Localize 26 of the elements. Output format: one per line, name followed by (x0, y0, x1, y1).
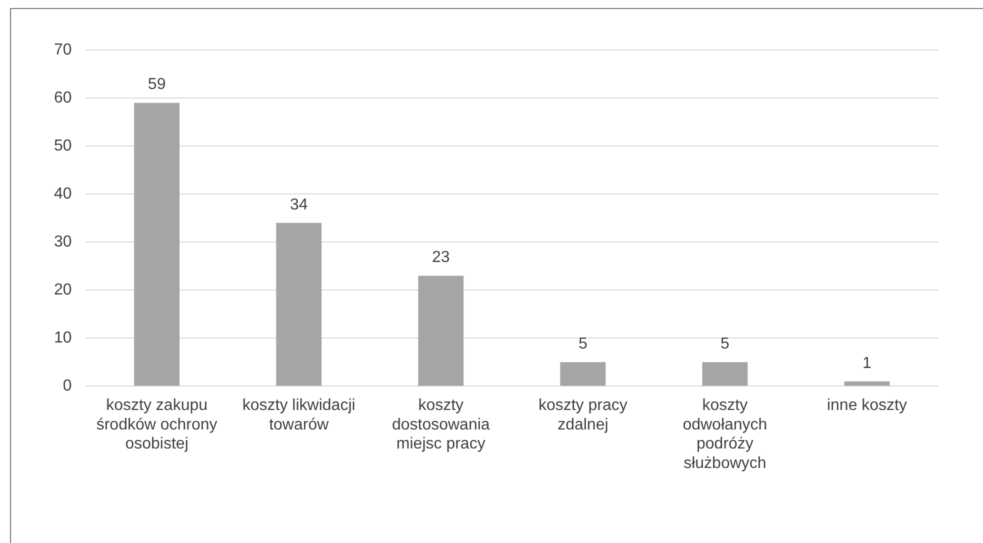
y-tick-label: 20 (54, 282, 72, 299)
data-label: 5 (578, 336, 588, 353)
x-tick-label: koszty likwidacji towarów (242, 397, 356, 434)
y-tick-label: 40 (54, 185, 72, 202)
data-label: 23 (432, 249, 450, 266)
x-tick-label: koszty zakupu środków ochrony osobistej (96, 397, 218, 453)
x-tick-label: koszty pracy zdalnej (538, 397, 628, 434)
y-tick-label: 50 (54, 137, 72, 154)
x-tick-label: koszty odwołanych podróży służbowych (682, 397, 768, 472)
bar (844, 381, 890, 386)
x-tick-label: inne koszty (826, 397, 908, 414)
bar (134, 102, 180, 386)
bar (702, 362, 748, 386)
y-tick-label: 60 (54, 89, 72, 106)
bar (560, 362, 606, 386)
y-tick-label: 10 (54, 330, 72, 347)
data-label: 34 (290, 196, 308, 214)
y-tick-label: 0 (62, 378, 72, 395)
data-label: 5 (720, 336, 730, 353)
bar (276, 222, 322, 386)
bar (418, 276, 464, 386)
data-label: 1 (862, 354, 872, 372)
data-label: 59 (148, 76, 166, 94)
y-tick-label: 70 (54, 41, 72, 58)
y-tick-label: 30 (54, 234, 72, 251)
x-tick-label: koszty dostosowania miejsc pracy (392, 397, 490, 453)
